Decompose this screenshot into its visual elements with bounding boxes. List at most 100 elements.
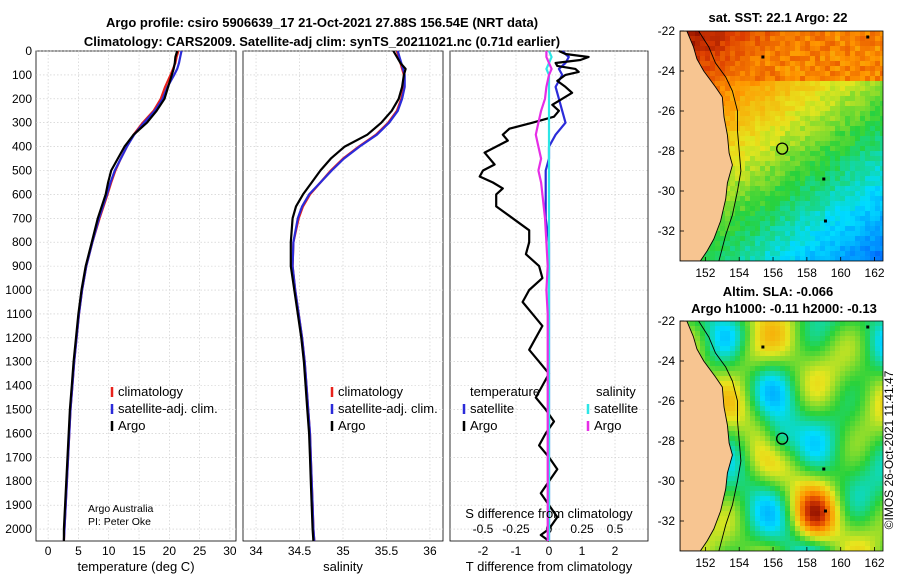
map-cell [855, 151, 861, 157]
map-cell [840, 436, 846, 442]
map-cell [765, 541, 771, 547]
map-cell [800, 446, 806, 452]
map-cell [875, 471, 881, 477]
map-cell [865, 536, 871, 542]
map-cell [750, 81, 756, 87]
map-cell [830, 351, 836, 357]
map-cell [765, 491, 771, 497]
map-cell [755, 121, 761, 127]
map-cell [845, 346, 851, 352]
map-cell [750, 336, 756, 342]
map-cell [735, 356, 741, 362]
map-cell [820, 491, 826, 497]
map-cell [815, 31, 821, 37]
map-cell [795, 241, 801, 247]
map-cell [805, 211, 811, 217]
island [866, 325, 870, 329]
map-cell [875, 336, 881, 342]
map-cell [810, 396, 816, 402]
map-cell [730, 131, 736, 137]
map-cell [850, 246, 856, 252]
map-cell [740, 376, 746, 382]
map-cell [875, 466, 881, 472]
map-cell [725, 506, 731, 512]
map-cell [705, 41, 711, 47]
map-cell [780, 196, 786, 202]
map-cell [830, 236, 836, 242]
map-cell [795, 161, 801, 167]
map-cell [870, 186, 876, 192]
map-cell [855, 351, 861, 357]
map-cell [850, 81, 856, 87]
map-cell [820, 516, 826, 522]
map-cell [785, 356, 791, 362]
map-cell [875, 521, 881, 527]
map-cell [825, 166, 831, 172]
map-cell [850, 111, 856, 117]
map-cell [850, 361, 856, 367]
map-cell [840, 536, 846, 542]
map-cell [865, 46, 871, 52]
map-cell [825, 481, 831, 487]
map-cell [845, 541, 851, 547]
map-cell [720, 61, 726, 67]
map-cell [835, 211, 841, 217]
map-cell [860, 371, 866, 377]
map-cell [760, 121, 766, 127]
map-cell [875, 451, 881, 457]
map-cell [750, 371, 756, 377]
map-cell [745, 116, 751, 122]
map-cell [705, 256, 711, 261]
map-cell [760, 406, 766, 412]
map-cell [825, 536, 831, 542]
map-cell [855, 96, 861, 102]
map-cell [830, 456, 836, 462]
map-cell [765, 206, 771, 212]
map-cell [845, 101, 851, 107]
map-cell [815, 436, 821, 442]
map-cell [800, 166, 806, 172]
map-cell [805, 171, 811, 177]
map-cell [865, 201, 871, 207]
map-cell [860, 356, 866, 362]
map-cell [775, 526, 781, 532]
map-cell [820, 411, 826, 417]
map-cell [750, 431, 756, 437]
map-cell [800, 411, 806, 417]
map-cell [730, 171, 736, 177]
map-cell [745, 236, 751, 242]
map-cell [835, 201, 841, 207]
map-cell [770, 476, 776, 482]
map-cell [785, 351, 791, 357]
map-cell [735, 61, 741, 67]
map-cell [790, 96, 796, 102]
map-cell [735, 371, 741, 377]
map-cell [745, 536, 751, 542]
map-cell [730, 86, 736, 92]
map-cell [810, 226, 816, 232]
legend-label-climatology: climatology [338, 384, 404, 399]
map-cell [875, 156, 881, 162]
map-cell [795, 431, 801, 437]
map-cell [845, 246, 851, 252]
map-cell [845, 221, 851, 227]
map-cell [865, 181, 871, 187]
map-cell [815, 356, 821, 362]
map-cell [880, 171, 883, 177]
map-cell [765, 141, 771, 147]
map-cell [860, 386, 866, 392]
map-cell [860, 81, 866, 87]
map-cell [710, 241, 716, 247]
map-cell [865, 366, 871, 372]
map-cell [815, 511, 821, 517]
map-cell [730, 331, 736, 337]
map-cell [745, 466, 751, 472]
map-cell [845, 416, 851, 422]
map-cell [860, 171, 866, 177]
map-cell [755, 396, 761, 402]
map-cell [715, 546, 721, 551]
map-cell [720, 506, 726, 512]
map-cell [740, 456, 746, 462]
map-cell [855, 401, 861, 407]
map-cell [825, 321, 831, 327]
